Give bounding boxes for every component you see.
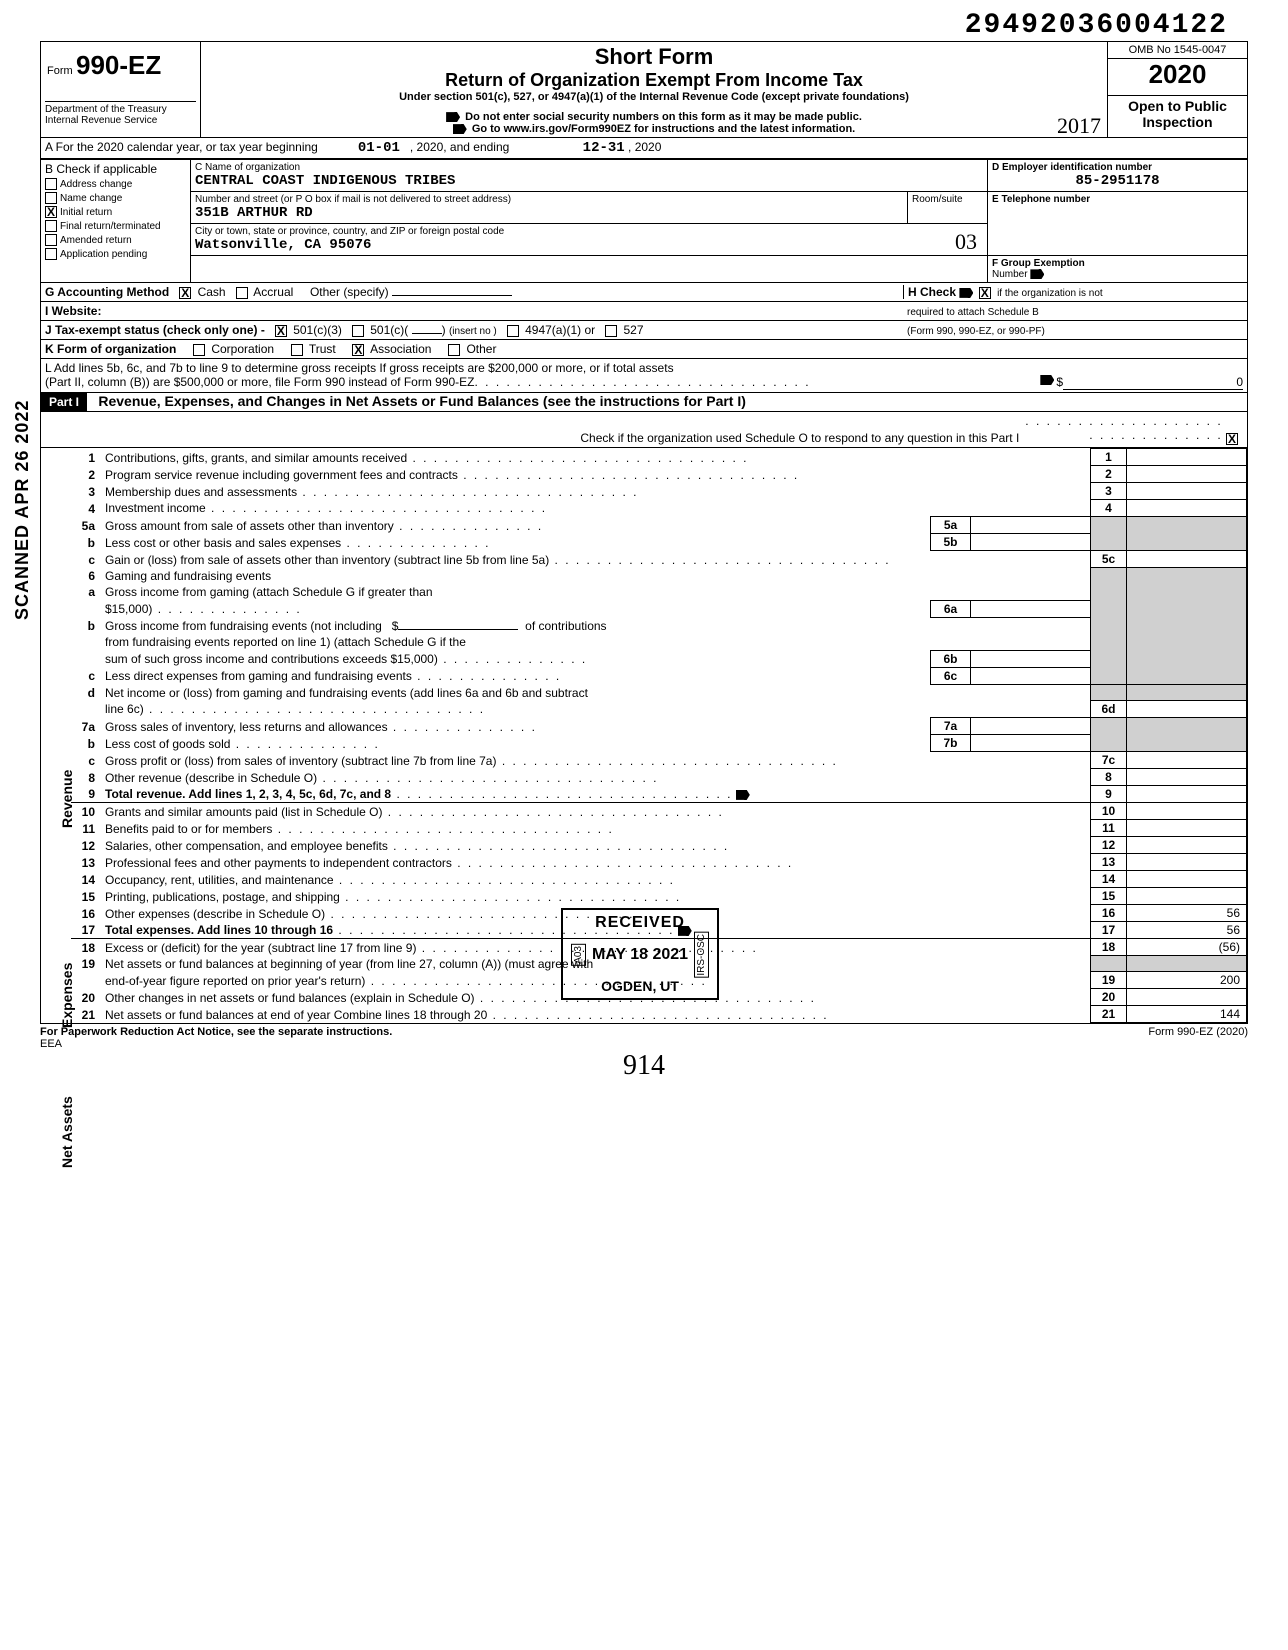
date-end: 12-31 [583, 140, 625, 156]
chk-501c3[interactable] [275, 325, 287, 337]
chk-app-pending[interactable]: Application pending [60, 249, 147, 260]
chk-sched-b[interactable] [979, 287, 991, 299]
open-public: Open to Public [1112, 98, 1243, 115]
row-l: L Add lines 5b, 6c, and 7b to line 9 to … [40, 359, 1248, 393]
dln-number: 29492036004122 [40, 10, 1248, 41]
val-17: 56 [1127, 922, 1247, 939]
inspection: Inspection [1112, 114, 1243, 131]
form-number: 990-EZ [76, 50, 161, 80]
form-word: Form [47, 65, 73, 77]
received-stamp: RECEIVED A03 MAY 18 2021 IRS-OSC OGDEN, … [561, 908, 719, 1000]
l-amount: 0 [1063, 375, 1243, 390]
h-cont2: (Form 990, 990-EZ, or 990-PF) [903, 323, 1243, 337]
row-i: I Website: [45, 304, 903, 318]
chk-other-org[interactable] [448, 344, 460, 356]
row-g: G Accounting Method Cash Accrual Other (… [45, 285, 903, 299]
title-return: Return of Organization Exempt From Incom… [205, 70, 1103, 91]
dept-treasury: Department of the Treasury [45, 101, 196, 115]
val-16: 56 [1127, 905, 1247, 922]
h-cont1: required to attach Schedule B [903, 304, 1243, 318]
row-k: K Form of organization Corporation Trust… [40, 340, 1248, 359]
chk-4947[interactable] [507, 325, 519, 337]
org-name: CENTRAL COAST INDIGENOUS TRIBES [195, 173, 983, 189]
d-label: D Employer identification number [992, 162, 1243, 173]
label-revenue: Revenue [59, 770, 75, 828]
row-h: H Check if the organization is not [903, 285, 1243, 299]
arrow-icon [453, 124, 467, 134]
f-number: Number [992, 269, 1243, 280]
label-expenses: Expenses [59, 963, 75, 1028]
chk-accrual[interactable] [236, 287, 248, 299]
part1-header: Part I Revenue, Expenses, and Changes in… [40, 393, 1248, 412]
page-footer: For Paperwork Reduction Act Notice, see … [40, 1024, 1248, 1050]
irs-label: Internal Revenue Service [45, 115, 196, 126]
chk-corp[interactable] [193, 344, 205, 356]
row-j: J Tax-exempt status (check only one) - 5… [45, 323, 903, 337]
chk-sched-o[interactable] [1226, 433, 1238, 445]
room-label: Room/suite [912, 194, 983, 205]
chk-527[interactable] [605, 325, 617, 337]
c-label: C Name of organization [195, 162, 983, 173]
hand-03: 03 [955, 229, 977, 255]
scanned-stamp: SCANNED APR 26 2022 [12, 400, 33, 620]
date-begin: 01-01 [358, 140, 400, 156]
chk-trust[interactable] [291, 344, 303, 356]
e-label: E Telephone number [992, 194, 1243, 205]
chk-amended[interactable]: Amended return [60, 235, 132, 246]
val-18: (56) [1127, 939, 1247, 956]
omb-number: OMB No 1545-0047 [1108, 42, 1247, 59]
chk-final-return[interactable]: Final return/terminated [60, 221, 161, 232]
goto-url: Go to www.irs.gov/Form990EZ for instruct… [472, 123, 855, 135]
b-label: B Check if applicable [45, 162, 186, 176]
chk-initial-return[interactable]: Initial return [60, 207, 112, 218]
title-short-form: Short Form [205, 44, 1103, 70]
ein: 85-2951178 [992, 173, 1243, 189]
val-19: 200 [1127, 972, 1247, 989]
org-info-block: B Check if applicable Address change Nam… [40, 159, 1248, 283]
label-net-assets: Net Assets [59, 1096, 75, 1168]
hand-year: 2017 [1057, 113, 1101, 139]
chk-address-change[interactable]: Address change [60, 179, 132, 190]
f-label: F Group Exemption [992, 258, 1243, 269]
street-address: 351B ARTHUR RD [195, 205, 903, 221]
row-a: A For the 2020 calendar year, or tax yea… [40, 138, 1248, 159]
chk-501c[interactable] [352, 325, 364, 337]
chk-assoc[interactable] [352, 344, 364, 356]
city-state-zip: Watsonville, CA 95076 [195, 237, 983, 253]
addr-label: Number and street (or P O box if mail is… [195, 194, 903, 205]
warn-ssn: Do not enter social security numbers on … [465, 111, 862, 123]
chk-name-change[interactable]: Name change [60, 193, 122, 204]
bottom-handwriting: 914 [40, 1050, 1248, 1082]
chk-cash[interactable] [179, 287, 191, 299]
part1-check-row: Check if the organization used Schedule … [40, 412, 1248, 448]
title-section: Under section 501(c), 527, or 4947(a)(1)… [205, 91, 1103, 103]
form-header: Form 990-EZ Department of the Treasury I… [40, 41, 1248, 138]
city-label: City or town, state or province, country… [195, 226, 983, 237]
arrow-icon [446, 112, 460, 122]
tax-year: 2020 [1108, 59, 1247, 90]
val-21: 144 [1127, 1006, 1247, 1023]
